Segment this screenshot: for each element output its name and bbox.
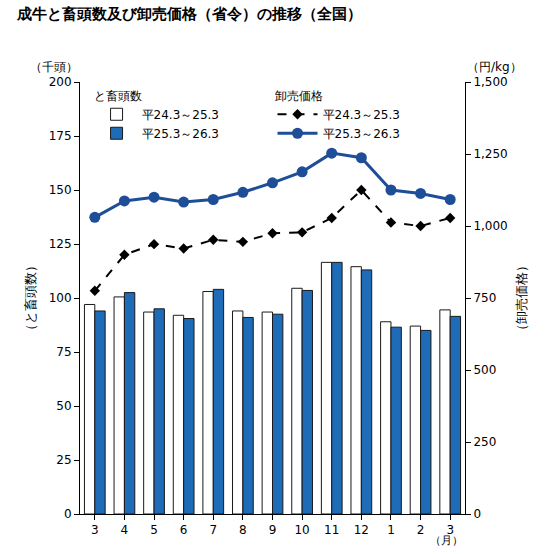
svg-text:3: 3	[446, 523, 454, 537]
svg-text:7: 7	[209, 523, 217, 537]
svg-text:175: 175	[49, 129, 72, 143]
svg-text:3: 3	[91, 523, 99, 537]
svg-text:平25.3～26.3: 平25.3～26.3	[142, 127, 219, 141]
svg-text:50: 50	[56, 399, 71, 413]
svg-text:12: 12	[354, 523, 369, 537]
svg-text:6: 6	[180, 523, 188, 537]
svg-text:25: 25	[56, 453, 71, 467]
svg-text:1: 1	[387, 523, 395, 537]
svg-text:成牛と畜頭数及び卸売価格（省令）の推移（全国）: 成牛と畜頭数及び卸売価格（省令）の推移（全国）	[16, 5, 362, 23]
svg-text:11: 11	[324, 523, 339, 537]
svg-text:平24.3～25.3: 平24.3～25.3	[323, 108, 400, 122]
svg-text:150: 150	[49, 183, 72, 197]
svg-text:5: 5	[150, 523, 158, 537]
svg-text:125: 125	[49, 237, 72, 251]
svg-text:1,250: 1,250	[473, 147, 507, 161]
svg-text:平25.3～26.3: 平25.3～26.3	[323, 127, 400, 141]
svg-text:（卸売価格）: （卸売価格）	[514, 259, 529, 337]
svg-text:2: 2	[417, 523, 425, 537]
svg-text:250: 250	[473, 435, 496, 449]
svg-text:8: 8	[239, 523, 247, 537]
svg-text:100: 100	[49, 291, 72, 305]
svg-text:4: 4	[121, 523, 129, 537]
svg-text:1,500: 1,500	[473, 75, 507, 89]
svg-text:10: 10	[294, 523, 309, 537]
svg-text:500: 500	[473, 363, 496, 377]
svg-text:（千頭）: （千頭）	[30, 60, 78, 74]
svg-text:と畜頭数: と畜頭数	[94, 89, 142, 103]
svg-text:0: 0	[64, 507, 72, 521]
svg-text:9: 9	[269, 523, 277, 537]
svg-text:（月）: （月）	[430, 534, 463, 547]
svg-text:平24.3～25.3: 平24.3～25.3	[142, 108, 219, 122]
svg-text:750: 750	[473, 291, 496, 305]
svg-text:卸売価格: 卸売価格	[275, 89, 323, 103]
svg-text:1,000: 1,000	[473, 219, 507, 233]
svg-text:75: 75	[56, 345, 71, 359]
svg-text:200: 200	[49, 75, 72, 89]
svg-text:（と畜頭数）: （と畜頭数）	[23, 259, 38, 337]
svg-text:0: 0	[473, 507, 481, 521]
svg-text:（円/kg）: （円/kg）	[467, 60, 522, 74]
